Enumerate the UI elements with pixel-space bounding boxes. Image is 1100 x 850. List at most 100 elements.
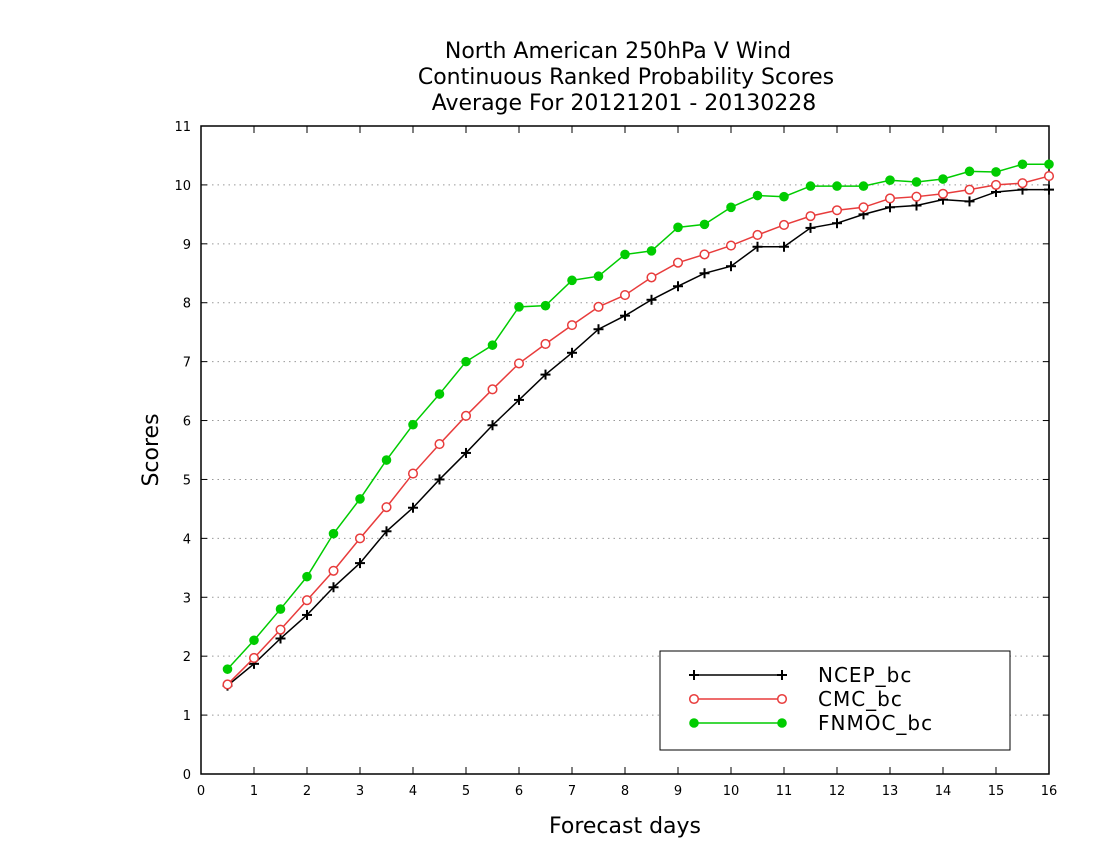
data-point-cmc-bc [990,179,1002,190]
data-point-cmc-bc [964,184,975,195]
legend-item-cmc-bc: CMC_bc [688,687,902,711]
data-point-fnmoc-bc [540,300,551,311]
data-point-cmc-bc [672,257,684,268]
data-point-ncep-bc [408,502,418,513]
data-point-ncep-bc [805,222,816,233]
y-tick-label: 6 [183,415,191,430]
legend-item-fnmoc-bc: FNMOC_bc [689,711,933,735]
data-point-cmc-bc [699,249,710,260]
data-point-fnmoc-bc [593,271,604,282]
data-point-fnmoc-bc [487,340,498,350]
data-point-fnmoc-bc [1044,159,1054,170]
data-point-fnmoc-bc [302,571,312,582]
data-point-ncep-bc [355,558,365,569]
data-point-cmc-bc [778,219,790,231]
y-tick-label: 4 [183,532,191,547]
data-point-fnmoc-bc [434,389,445,399]
legend-marker-end [777,670,787,680]
x-tick-label: 13 [882,784,899,799]
data-point-fnmoc-bc [646,246,657,256]
legend-label-fnmoc-bc: FNMOC_bc [818,711,933,735]
x-tick-label: 10 [723,784,740,799]
data-point-cmc-bc [1043,171,1055,182]
data-point-cmc-bc [275,624,286,635]
data-point-cmc-bc [937,188,949,199]
legend-marker-start [689,718,699,728]
x-tick-label: 4 [409,784,417,799]
data-point-fnmoc-bc [779,191,789,202]
data-point-ncep-bc [1044,184,1054,195]
data-point-fnmoc-bc [275,604,286,614]
chart-title-line-2: Continuous Ranked Probability Scores [418,65,834,90]
y-tick-label: 1 [183,709,191,724]
x-tick-label: 16 [1041,784,1058,799]
data-point-cmc-bc [752,229,763,241]
data-point-fnmoc-bc [222,664,233,674]
data-point-ncep-bc [328,582,339,593]
chart-title-line-1: North American 250hPa V Wind [445,39,791,64]
x-tick-label: 9 [674,784,682,799]
data-point-ncep-bc [381,526,392,537]
x-tick-label: 12 [829,784,846,799]
y-tick-label: 11 [174,120,191,135]
data-point-ncep-bc [514,394,524,405]
data-point-cmc-bc [805,211,816,222]
x-tick-label: 8 [621,784,629,799]
legend-marker-end [776,693,788,705]
data-point-cmc-bc [1017,178,1028,189]
series-cmc-bc [222,171,1055,690]
data-point-fnmoc-bc [355,494,365,504]
data-point-cmc-bc [407,468,419,479]
series-line-ncep-bc [227,188,1049,687]
data-point-fnmoc-bc [832,181,842,191]
x-tick-labels: 0 1 2 3 4 5 6 7 8 9 10 11 12 13 14 15 16 [197,784,1057,799]
data-point-fnmoc-bc [567,275,577,286]
data-point-ncep-bc [434,474,445,485]
data-point-ncep-bc [726,261,736,272]
data-point-ncep-bc [832,218,842,229]
series-fnmoc-bc [222,159,1054,674]
data-point-fnmoc-bc [461,356,471,367]
data-point-ncep-bc [620,310,630,321]
data-point-cmc-bc [593,301,604,312]
data-point-cmc-bc [725,240,737,251]
y-tick-label: 2 [183,650,191,665]
data-point-fnmoc-bc [726,202,736,213]
series-ncep-bc [222,184,1054,691]
data-point-fnmoc-bc [249,635,259,646]
data-point-fnmoc-bc [964,166,975,177]
data-point-fnmoc-bc [699,219,710,230]
data-point-ncep-bc [275,633,286,644]
data-point-fnmoc-bc [408,419,418,430]
data-point-fnmoc-bc [514,302,524,312]
data-point-ncep-bc [752,241,763,252]
data-point-cmc-bc [619,290,631,301]
data-point-cmc-bc [222,679,233,690]
data-point-fnmoc-bc [381,455,392,465]
legend-marker-start [689,670,699,680]
data-point-fnmoc-bc [991,167,1001,177]
y-tick-label: 8 [183,297,191,312]
x-axis-label: Forecast days [549,814,701,839]
x-tick-label: 6 [515,784,523,799]
legend-item-ncep-bc: NCEP_bc [689,663,911,687]
data-point-cmc-bc [513,358,525,369]
data-point-ncep-bc [699,268,710,279]
y-gridlines [201,184,1049,716]
data-point-cmc-bc [460,410,472,421]
x-tick-label: 7 [568,784,576,799]
data-point-ncep-bc [779,241,789,252]
y-tick-label: 5 [183,473,191,488]
x-tick-label: 15 [988,784,1005,799]
data-point-fnmoc-bc [885,175,895,185]
legend-marker-start [688,693,700,705]
legend-box [659,650,1011,751]
legend-marker-end [777,718,787,728]
data-point-fnmoc-bc [673,222,683,233]
y-tick-label: 10 [174,179,191,194]
data-point-fnmoc-bc [328,528,339,539]
y-tick-label: 0 [183,768,191,783]
y-tick-label: 9 [183,238,191,253]
data-point-cmc-bc [911,191,922,202]
